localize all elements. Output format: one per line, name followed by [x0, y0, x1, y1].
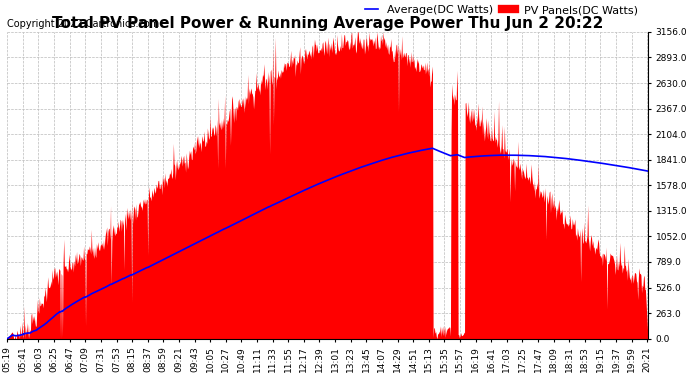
Legend: Average(DC Watts), PV Panels(DC Watts): Average(DC Watts), PV Panels(DC Watts): [360, 1, 642, 20]
Title: Total PV Panel Power & Running Average Power Thu Jun 2 20:22: Total PV Panel Power & Running Average P…: [52, 16, 603, 31]
Text: Copyright 2022 Cartronics.com: Copyright 2022 Cartronics.com: [8, 19, 159, 29]
